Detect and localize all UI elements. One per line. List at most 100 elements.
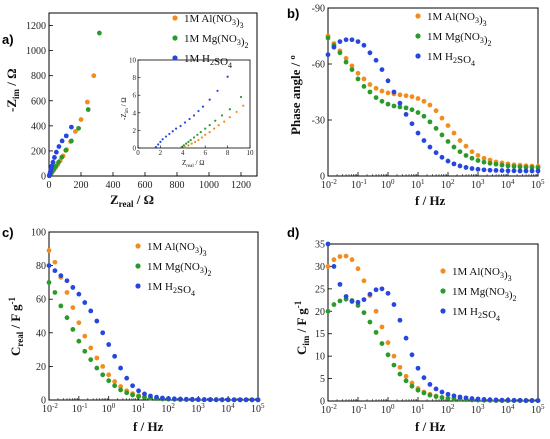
data-point	[499, 168, 505, 173]
data-point	[337, 254, 343, 259]
inset-data-point	[154, 146, 158, 149]
data-point	[397, 92, 403, 98]
data-point	[379, 341, 385, 346]
data-point	[517, 164, 523, 170]
inset-data-point	[183, 146, 187, 149]
inset-y-tick-label: 6	[133, 92, 137, 100]
data-point	[46, 280, 52, 285]
legend-label: 1M H2SO4	[184, 53, 232, 70]
data-point	[337, 39, 343, 44]
data-point	[142, 395, 147, 400]
legend-marker	[415, 53, 421, 59]
inset-data-point	[228, 116, 231, 119]
data-point	[64, 315, 70, 321]
data-point	[379, 67, 385, 72]
data-point	[463, 143, 469, 149]
data-point	[325, 308, 331, 314]
plot-frame-a	[48, 12, 258, 177]
data-point	[403, 335, 409, 341]
data-point	[343, 59, 349, 65]
y-tick-label: 25	[315, 284, 325, 295]
data-point	[207, 397, 213, 402]
legend-label: 1M Al(NO3)3	[452, 266, 512, 283]
data-point	[397, 100, 403, 106]
data-point	[56, 144, 62, 149]
data-point	[70, 305, 76, 310]
data-point	[499, 397, 505, 403]
legend-label: 1M Al(NO3)3	[147, 241, 207, 258]
data-point	[415, 110, 421, 115]
data-point	[367, 82, 373, 87]
inset-data-point	[164, 135, 168, 138]
legend-c: 1M Al(NO3)3 1M Mg(NO3)2 1M H2SO4	[135, 241, 212, 298]
y-tick-label: 60	[36, 295, 46, 306]
inset-data-point	[157, 143, 160, 146]
data-point	[349, 299, 355, 304]
data-point	[415, 365, 421, 371]
y-tick-label: 200	[31, 146, 46, 157]
ylabel-d: Cim / F g-1	[293, 300, 311, 355]
data-point	[136, 388, 141, 394]
data-point	[76, 291, 82, 297]
inset-y-tick-label: 8	[133, 74, 137, 82]
data-point	[59, 138, 65, 144]
data-point	[439, 389, 445, 395]
data-point	[481, 159, 487, 165]
data-point	[325, 52, 331, 58]
data-point	[445, 158, 451, 164]
legend-label: 1M Mg(NO3)2	[147, 261, 212, 278]
data-point	[73, 129, 78, 134]
legend-marker	[172, 35, 178, 41]
data-point	[511, 397, 517, 403]
y-tick-label: 100	[31, 228, 46, 239]
data-point	[88, 308, 94, 314]
data-point	[53, 163, 59, 169]
data-point	[403, 105, 409, 111]
y-tick-label: 5	[320, 374, 325, 385]
legend-marker	[415, 33, 421, 39]
inset-data-point	[197, 138, 200, 142]
data-point	[517, 397, 523, 403]
data-point	[124, 375, 130, 381]
data-point	[451, 144, 457, 150]
legend-marker	[440, 288, 446, 294]
data-point	[493, 397, 499, 403]
data-point	[457, 149, 463, 155]
data-point	[355, 266, 361, 272]
data-point	[451, 130, 457, 136]
data-point	[451, 161, 457, 167]
x-tick-label: 104	[501, 178, 515, 191]
ylabel-b: Phase angle / º	[288, 55, 303, 135]
inset-data-point	[239, 95, 243, 99]
data-point	[457, 394, 463, 400]
data-point	[433, 386, 439, 392]
legend-label: 1M Mg(NO3)2	[427, 31, 492, 48]
inset-data-point	[182, 144, 186, 147]
data-point	[82, 300, 88, 305]
inset-y-tick-label: 0	[133, 145, 137, 153]
data-point	[88, 345, 94, 351]
inset-data-point	[161, 138, 164, 141]
axis-ticks-a: 0 200 400 600 800 1000 12000200400600800100012…	[26, 21, 251, 191]
data-point	[427, 144, 433, 150]
data-point	[361, 84, 367, 89]
inset-data-point	[208, 98, 211, 101]
data-point	[481, 155, 487, 161]
data-point	[177, 396, 183, 402]
y-tick-label: -60	[312, 60, 325, 71]
panel-label-b: b)	[287, 6, 299, 21]
x-tick-label: 104	[221, 402, 235, 415]
data-point	[349, 67, 355, 72]
data-point	[517, 168, 523, 174]
data-point	[349, 257, 355, 263]
legend-label: 1M H2SO4	[147, 281, 195, 298]
data-point	[76, 338, 82, 344]
x-tick-label: 101	[411, 403, 425, 416]
data-point	[523, 398, 529, 403]
data-point	[535, 168, 541, 174]
x-tick-label: 105	[531, 178, 545, 191]
data-point	[91, 73, 97, 79]
data-point	[385, 90, 391, 96]
data-point	[52, 290, 58, 295]
